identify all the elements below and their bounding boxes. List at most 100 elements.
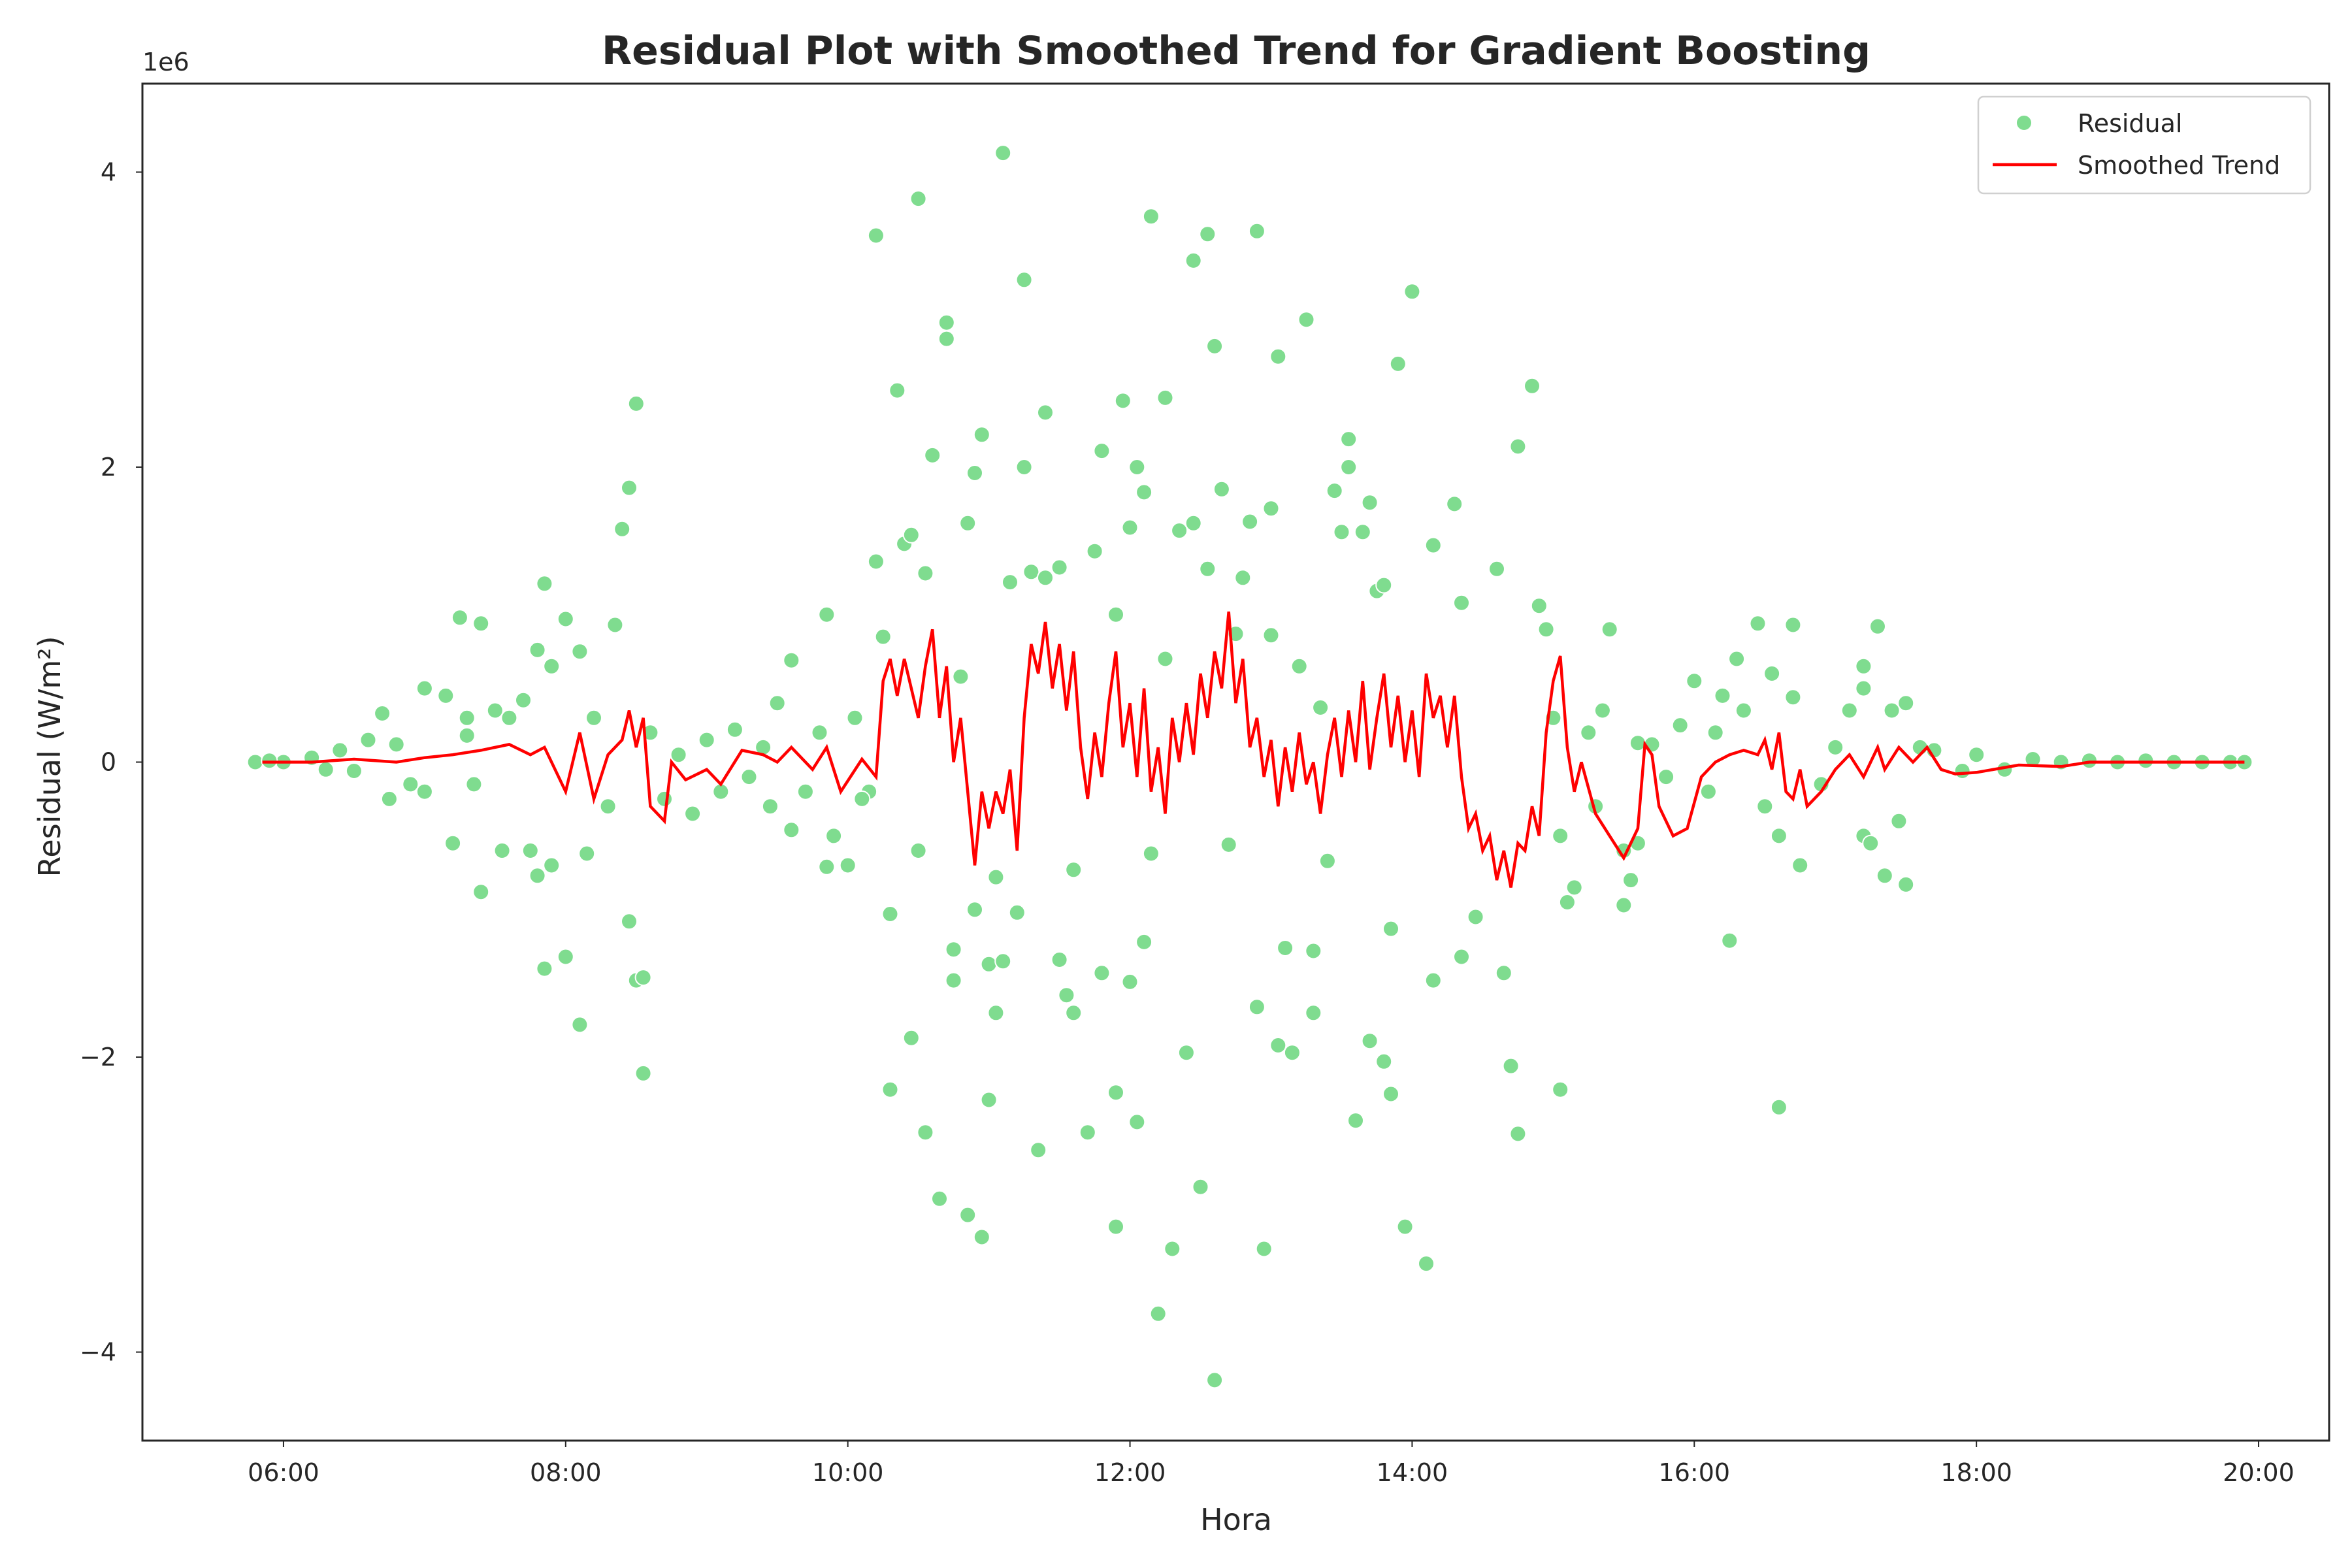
residual-point [966,901,983,919]
residual-point [536,960,553,977]
residual-point [909,190,927,208]
residual-point [465,776,483,793]
x-axis-label: Hora [1200,1502,1272,1537]
residual-point [909,842,927,859]
residual-point [973,1228,990,1246]
y-tick-label: 4 [101,157,116,186]
residual-point [1037,569,1054,587]
legend-marker-residual [2016,114,2033,131]
residual-point [698,731,715,749]
residual-point [1424,972,1442,989]
residual-point [684,805,702,823]
residual-point [1382,1085,1399,1103]
residual-point [1305,1004,1322,1022]
residual-point [621,913,638,930]
residual-point [529,867,546,885]
residual-point [1424,536,1442,554]
residual-point [1347,1112,1364,1130]
residual-point [938,330,955,348]
residual-point [783,651,800,669]
residual-point [1862,834,1880,852]
residual-point [853,790,871,808]
residual-point [1241,513,1259,531]
residual-point [1699,783,1717,800]
residual-point [1248,222,1266,240]
residual-point [1002,574,1019,591]
residual-point [902,1029,920,1047]
residual-point [1593,702,1611,719]
residual-point [987,1004,1005,1022]
residual-point [486,702,504,719]
residual-point [1121,519,1139,536]
residual-point [1128,1113,1146,1131]
residual-point [726,721,743,738]
residual-point [1093,442,1111,460]
residual-point [1199,560,1217,578]
x-tick-label: 18:00 [1940,1458,2012,1487]
residual-point [472,883,490,901]
residual-point [1735,702,1752,719]
residual-point [1051,951,1068,968]
residual-point [656,790,673,808]
residual-point [1156,389,1174,406]
residual-point [317,760,335,778]
residual-point [1220,836,1237,853]
residual-point [825,827,843,845]
residual-point [1361,1032,1379,1050]
residual-point [1156,650,1174,668]
residual-point [1897,875,1915,893]
residual-point [1375,1053,1393,1070]
residual-point [599,798,617,815]
residual-point [994,144,1012,162]
residual-point [1298,311,1315,329]
residual-point [874,628,892,645]
residual-point [1622,872,1640,889]
residual-point [606,616,624,634]
residual-point [1037,404,1054,421]
residual-point [1361,494,1379,512]
residual-point [1580,724,1597,742]
residual-point [768,694,786,712]
residual-point [1883,702,1901,719]
residual-point [500,709,518,727]
residual-point [1206,337,1224,355]
residual-point [1467,908,1484,926]
residual-point [1784,616,1802,634]
residual-point [1446,495,1463,513]
residual-point [1953,762,1971,779]
residual-point [493,842,511,859]
residual-point [761,798,779,815]
residual-point [1184,514,1202,532]
residual-point [1177,1044,1195,1062]
residual-point [1382,920,1399,938]
residual-point [945,941,962,958]
residual-point [1749,615,1767,632]
residual-point [889,382,906,399]
residual-point [1502,1057,1520,1075]
residual-point [1791,857,1809,874]
x-tick-label: 06:00 [248,1458,319,1487]
residual-point [571,1016,589,1034]
x-tick-label: 20:00 [2223,1458,2295,1487]
residual-point [1524,377,1541,395]
residual-point [1552,1081,1569,1098]
residual-point [1770,1098,1788,1116]
residual-point [1058,987,1075,1004]
residual-point [444,834,462,852]
residual-point [818,606,836,623]
residual-point [402,776,419,793]
residual-point [1418,1255,1435,1273]
chart-title: Residual Plot with Smoothed Trend for Gr… [602,28,1870,74]
residual-point [1008,904,1026,921]
residual-point [2137,752,2155,770]
residual-point [1671,717,1689,734]
residual-point [1051,559,1068,576]
residual-point [345,762,363,779]
residual-point [1107,1218,1124,1235]
residual-point [952,668,970,685]
residual-point [1488,560,1505,578]
residual-point [1199,225,1217,243]
residual-point [1079,1124,1096,1141]
residual-point [1262,627,1280,644]
